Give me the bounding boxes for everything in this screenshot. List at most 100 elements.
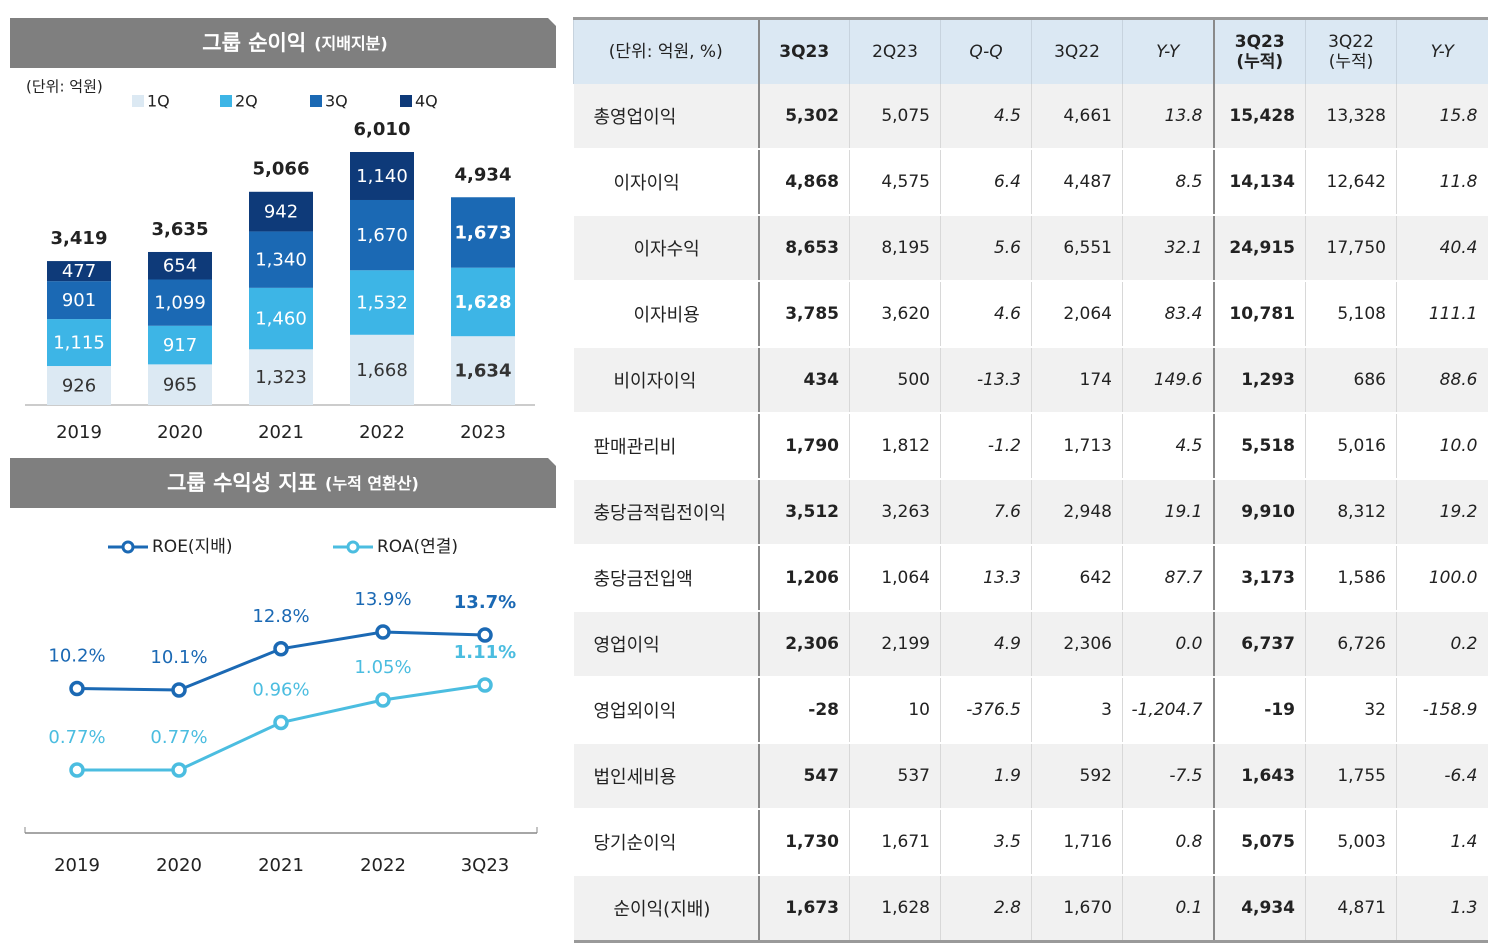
table-cell: 642 — [1031, 545, 1123, 612]
data-label: 1,099 — [154, 293, 206, 314]
row-label: 비이자이익 — [573, 347, 759, 414]
table-cell: 10.0 — [1396, 413, 1488, 480]
data-label: 0.96% — [252, 680, 309, 701]
header-cell: (단위: 억원, %) — [573, 18, 759, 84]
x-tick-label: 2023 — [460, 422, 506, 443]
total-label: 6,010 — [354, 119, 411, 140]
table-cell: 1.4 — [1396, 809, 1488, 876]
table-row: 총영업이익 5,302 5,075 4.5 4,661 13.8 15,428 13,328 1… — [573, 84, 1488, 150]
data-label: 654 — [163, 256, 197, 277]
table-cell: 1,628 — [849, 875, 941, 943]
x-tick-label: 2021 — [258, 855, 304, 876]
table-cell: 11.8 — [1396, 149, 1488, 216]
table-cell: 3,620 — [849, 281, 941, 348]
data-label: 1,340 — [255, 250, 307, 271]
table-cell: 1,730 — [757, 809, 850, 876]
table-cell: 4,661 — [1031, 84, 1123, 150]
table-cell: 8,312 — [1305, 479, 1397, 546]
x-tick-label: 2022 — [359, 422, 405, 443]
table-cell: 1,670 — [1031, 875, 1123, 943]
x-tick-label: 2022 — [360, 855, 406, 876]
header-cell: 3Q23 — [757, 18, 850, 84]
data-label: 12.8% — [252, 606, 309, 627]
title: 그룹 순이익 — [202, 31, 306, 55]
table-cell: 13.3 — [940, 545, 1032, 612]
row-label: 충당금적립전이익 — [573, 479, 759, 546]
total-label: 5,066 — [253, 159, 310, 180]
bar-segment — [451, 197, 515, 268]
data-label: 1,634 — [455, 361, 512, 382]
table-cell: 174 — [1031, 347, 1123, 414]
table-cell: 5,075 — [849, 84, 941, 150]
table-cell: 8.5 — [1122, 149, 1214, 216]
table-row: 판매관리비 1,790 1,812 -1.2 1,713 4.5 5,518 5,016 10.… — [573, 413, 1488, 480]
data-label: 1,460 — [255, 309, 307, 330]
table-cell: 4,871 — [1305, 875, 1397, 943]
bar-segment — [148, 364, 212, 405]
header-cell: Y-Y — [1396, 18, 1488, 84]
header-line: (누적) — [1236, 52, 1284, 72]
title: 그룹 수익성 지표 — [167, 471, 317, 495]
table-row: 순이익(지배) 1,673 1,628 2.8 1,670 0.1 4,934 4,871 1.… — [573, 875, 1488, 943]
row-label: 이자비용 — [573, 281, 759, 348]
table-cell: 8,653 — [757, 215, 850, 282]
data-label: 1,115 — [53, 333, 105, 354]
legend-marker — [121, 540, 135, 554]
row-label: 총영업이익 — [573, 84, 759, 150]
table-cell: 111.1 — [1396, 281, 1488, 348]
table-cell: 4,575 — [849, 149, 941, 216]
table-cell: 13,328 — [1305, 84, 1397, 150]
table-row: 영업이익 2,306 2,199 4.9 2,306 0.0 6,737 6,726 0.2 — [573, 611, 1488, 678]
data-label: 1,673 — [455, 222, 512, 243]
table-cell: 149.6 — [1122, 347, 1214, 414]
header-cell: Q-Q — [940, 18, 1032, 84]
table-cell: 40.4 — [1396, 215, 1488, 282]
bar-segment — [47, 281, 111, 320]
table-cell: -1,204.7 — [1122, 677, 1214, 744]
table-cell: 4.9 — [940, 611, 1032, 678]
table-cell: 1.3 — [1396, 875, 1488, 943]
x-tick-label: 2020 — [156, 855, 202, 876]
bar-segment — [249, 287, 313, 350]
data-label: 965 — [163, 375, 197, 396]
data-label: 1,323 — [255, 367, 307, 388]
table-cell: -376.5 — [940, 677, 1032, 744]
table-cell: -13.3 — [940, 347, 1032, 414]
table-cell: 0.1 — [1122, 875, 1214, 943]
subtitle: (지배지분) — [314, 34, 388, 53]
bar-segment — [249, 191, 313, 232]
table-cell: 88.6 — [1396, 347, 1488, 414]
table-cell: 14,134 — [1212, 149, 1306, 216]
banner — [10, 18, 556, 68]
data-label: 1.11% — [454, 642, 516, 663]
data-label: 0.77% — [150, 727, 207, 748]
table-row: 영업외이익 -28 10 -376.5 3 -1,204.7 -19 32 -158.9 — [573, 677, 1488, 744]
point — [477, 627, 493, 643]
table-cell: 7.6 — [940, 479, 1032, 546]
bar-segment — [47, 366, 111, 405]
x-tick-label: 2019 — [54, 855, 100, 876]
table-cell: 4,487 — [1031, 149, 1123, 216]
data-label: 901 — [62, 290, 96, 311]
table-cell: 32.1 — [1122, 215, 1214, 282]
legend-label: ROA(연결) — [377, 537, 458, 557]
table-row: 이자이익 4,868 4,575 6.4 4,487 8.5 14,134 12,642 11.… — [573, 149, 1488, 216]
table-cell: 1,713 — [1031, 413, 1123, 480]
table-cell: 2,306 — [1031, 611, 1123, 678]
table-cell: 1,790 — [757, 413, 850, 480]
table-cell: 1,812 — [849, 413, 941, 480]
bar-segment — [148, 325, 212, 365]
row-label: 이자이익 — [573, 149, 759, 216]
table-cell: 19.1 — [1122, 479, 1214, 546]
table-cell: 32 — [1305, 677, 1397, 744]
table-cell: 8,195 — [849, 215, 941, 282]
table-cell: 100.0 — [1396, 545, 1488, 612]
table-cell: 5,108 — [1305, 281, 1397, 348]
legend-label: 1Q — [147, 92, 170, 111]
table-cell: 10,781 — [1212, 281, 1306, 348]
data-label: 942 — [264, 202, 298, 223]
bar-segment — [47, 319, 111, 367]
row-label: 이자수익 — [573, 215, 759, 282]
table-cell: 6.4 — [940, 149, 1032, 216]
table-row: 법인세비용 547 537 1.9 592 -7.5 1,643 1,755 -6.4 — [573, 743, 1488, 810]
